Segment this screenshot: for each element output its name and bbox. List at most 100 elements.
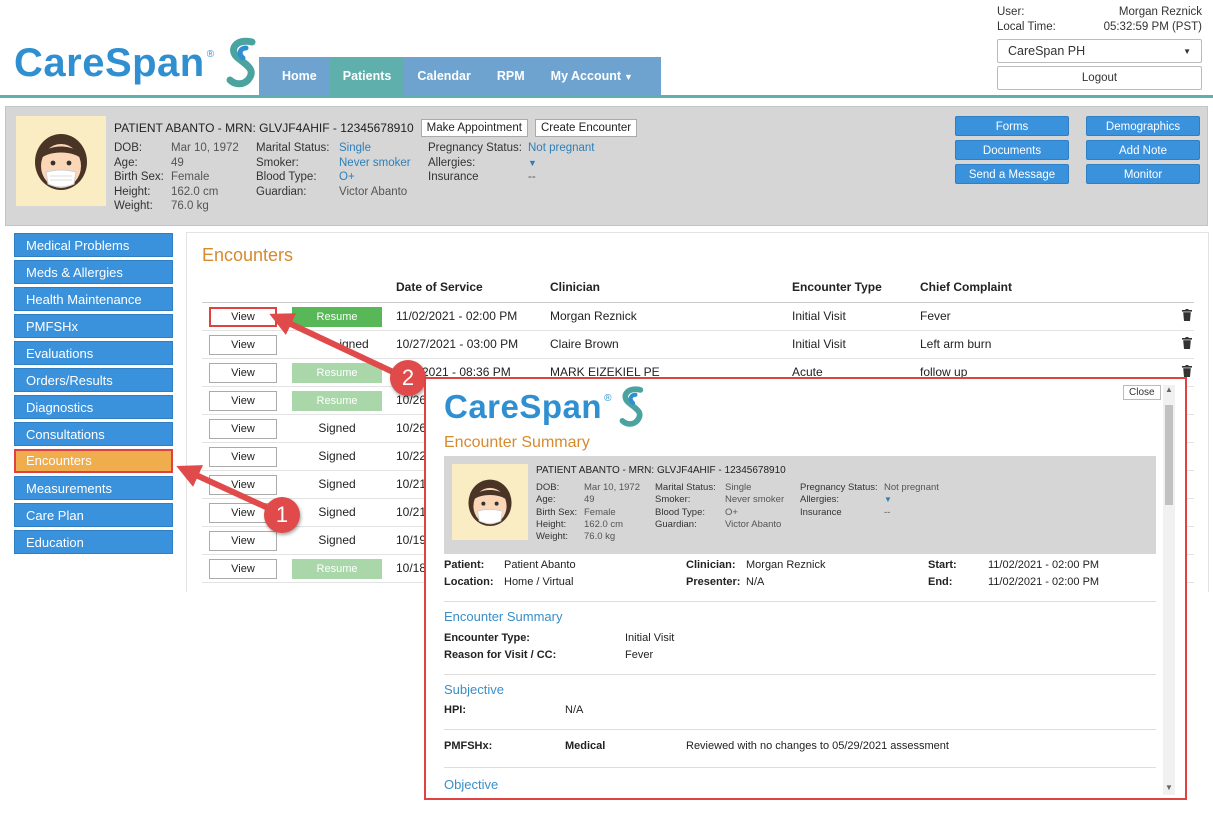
scrollbar-thumb[interactable]: [1165, 405, 1173, 505]
section-divider: [444, 674, 1156, 675]
view-button[interactable]: View: [209, 531, 277, 551]
resume-button-disabled: Resume: [292, 391, 382, 411]
weight-label: Weight:: [536, 531, 569, 543]
modal-patient-status: Pregnancy Status: Not pregnant Allergies:…: [800, 482, 939, 519]
birth-sex-label: Birth Sex:: [114, 171, 164, 183]
tab-home[interactable]: Home: [282, 69, 317, 83]
sidebar-item-medical-problems[interactable]: Medical Problems: [14, 233, 173, 257]
view-button[interactable]: View: [209, 447, 277, 467]
marital-value[interactable]: Single: [339, 142, 371, 154]
start-value: 11/02/2021 - 02:00 PM: [988, 559, 1100, 571]
clinician-name: Claire Brown: [550, 337, 619, 351]
header-divider: [0, 95, 1213, 98]
local-time-label: Local Time:: [997, 21, 1056, 33]
smoker-value[interactable]: Never smoker: [339, 156, 411, 169]
trash-icon[interactable]: [1182, 337, 1192, 349]
date-of-service: 11/02/2021 - 02:00 PM: [396, 309, 518, 323]
encounter-type: Acute: [792, 365, 823, 379]
date-of-service: 10/26: [396, 393, 427, 407]
view-button[interactable]: View: [209, 559, 277, 579]
insurance-label: Insurance: [428, 171, 479, 183]
view-button[interactable]: View: [209, 363, 277, 383]
callout-badge-2: 2: [390, 360, 426, 396]
tab-my-account[interactable]: My Account ▼: [538, 57, 646, 95]
scroll-up-icon[interactable]: ▲: [1165, 385, 1173, 394]
encounter-type-value: Initial Visit: [625, 632, 675, 644]
modal-patient-banner: PATIENT ABANTO - MRN: GLVJF4AHIF - 12345…: [444, 456, 1156, 554]
sidebar-item-encounters[interactable]: Encounters: [14, 449, 173, 473]
add-note-button[interactable]: Add Note: [1086, 140, 1200, 160]
header-chief-complaint[interactable]: Chief Complaint: [920, 280, 1012, 294]
make-appointment-button[interactable]: Make Appointment: [420, 119, 528, 137]
date-of-service: 10/26: [396, 421, 427, 435]
modal-scrollbar[interactable]: ▲ ▼: [1163, 385, 1175, 795]
date-of-service: 10/22: [396, 449, 427, 463]
blood-type-label: Blood Type:: [256, 171, 317, 183]
modal-logo-wordmark: CareSpan: [444, 388, 603, 425]
sidebar-item-orders-results[interactable]: Orders/Results: [14, 368, 173, 392]
patient-status: Pregnancy Status: Not pregnant Allergies:…: [428, 141, 595, 185]
modal-meta-clinician: Clinician: Morgan Reznick Presenter: N/A: [686, 557, 825, 591]
header-clinician[interactable]: Clinician: [550, 280, 601, 294]
demographics-button[interactable]: Demographics: [1086, 116, 1200, 136]
carespan-logo[interactable]: CareSpan ®: [14, 36, 260, 90]
blood-type-value[interactable]: O+: [339, 171, 355, 183]
date-of-service: 10/18: [396, 561, 427, 575]
tab-patients[interactable]: Patients: [329, 57, 405, 95]
sidebar-item-health-maintenance[interactable]: Health Maintenance: [14, 287, 173, 311]
modal-patient-social: Marital Status: Single Smoker: Never smoke…: [655, 482, 784, 531]
date-of-service: 10/21: [396, 505, 427, 519]
allergies-caret-icon[interactable]: ▼: [528, 157, 537, 168]
smoker-label: Smoker:: [256, 156, 299, 169]
patient-vitals: DOB: Mar 10, 1972 Age: 49 Birth Sex: Female…: [114, 141, 239, 214]
sidebar-item-measurements[interactable]: Measurements: [14, 476, 173, 500]
monitor-button[interactable]: Monitor: [1086, 164, 1200, 184]
patient-avatar: [16, 116, 106, 206]
documents-button[interactable]: Documents: [955, 140, 1069, 160]
pregnancy-value[interactable]: Not pregnant: [528, 142, 595, 154]
trash-icon[interactable]: [1182, 309, 1192, 321]
view-button[interactable]: View: [209, 335, 277, 355]
carespan-s-icon: [619, 386, 644, 427]
sidebar-item-pmfshx[interactable]: PMFSHx: [14, 314, 173, 338]
signed-status: Signed: [318, 477, 356, 491]
encounter-type-label: Encounter Type:: [444, 632, 530, 644]
view-button[interactable]: View: [209, 307, 277, 327]
clinician-label: Clinician:: [686, 559, 736, 571]
resume-button[interactable]: Resume: [292, 307, 382, 327]
trash-icon[interactable]: [1182, 365, 1192, 377]
insurance-value: --: [884, 506, 891, 518]
allergies-caret-icon[interactable]: ▼: [884, 495, 892, 505]
scroll-down-icon[interactable]: ▼: [1165, 783, 1173, 792]
header-encounter-type[interactable]: Encounter Type: [792, 280, 882, 294]
sidebar-item-education[interactable]: Education: [14, 530, 173, 554]
pregnancy-label: Pregnancy Status:: [428, 142, 522, 154]
header-date-of-service[interactable]: Date of Service: [396, 280, 483, 294]
sidebar-item-evaluations[interactable]: Evaluations: [14, 341, 173, 365]
height-label: Height:: [114, 185, 151, 198]
create-encounter-button[interactable]: Create Encounter: [534, 119, 638, 137]
org-select[interactable]: CareSpan PH ▼: [997, 39, 1202, 63]
age-value: 49: [584, 494, 595, 506]
send-message-button[interactable]: Send a Message: [955, 164, 1069, 184]
encounter-type: Initial Visit: [792, 337, 846, 351]
birth-sex-value: Female: [584, 506, 616, 518]
sidebar-item-consultations[interactable]: Consultations: [14, 422, 173, 446]
birth-sex-label: Birth Sex:: [536, 506, 578, 518]
sidebar-item-care-plan[interactable]: Care Plan: [14, 503, 173, 527]
close-button[interactable]: Close: [1123, 385, 1161, 400]
view-button[interactable]: View: [209, 475, 277, 495]
reason-value: Fever: [625, 649, 654, 661]
forms-button[interactable]: Forms: [955, 116, 1069, 136]
tab-my-account-label: My Account: [550, 69, 622, 83]
section-divider: [444, 601, 1156, 602]
date-of-service: 10/27/2021 - 03:00 PM: [396, 337, 519, 351]
tab-rpm[interactable]: RPM: [496, 69, 525, 83]
sidebar-item-diagnostics[interactable]: Diagnostics: [14, 395, 173, 419]
view-button[interactable]: View: [209, 419, 277, 439]
section-divider: [444, 729, 1156, 730]
sidebar-item-meds-allergies[interactable]: Meds & Allergies: [14, 260, 173, 284]
tab-calendar[interactable]: Calendar: [417, 69, 471, 83]
view-button[interactable]: View: [209, 391, 277, 411]
logout-button[interactable]: Logout: [997, 66, 1202, 90]
